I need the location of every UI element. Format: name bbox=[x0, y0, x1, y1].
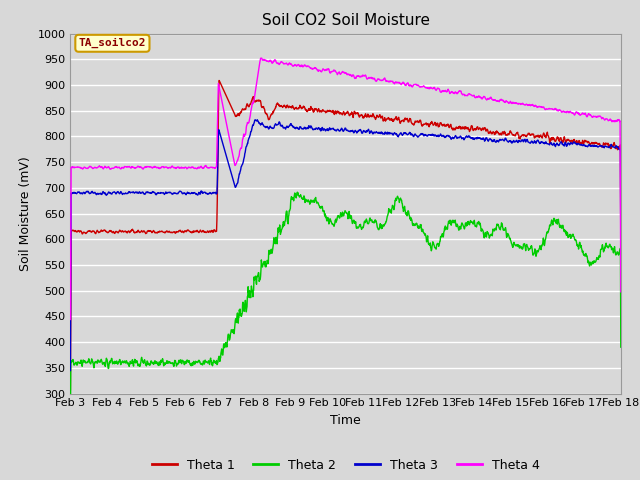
Y-axis label: Soil Moisture (mV): Soil Moisture (mV) bbox=[19, 156, 32, 271]
Title: Soil CO2 Soil Moisture: Soil CO2 Soil Moisture bbox=[262, 13, 429, 28]
Text: TA_soilco2: TA_soilco2 bbox=[79, 38, 146, 48]
X-axis label: Time: Time bbox=[330, 414, 361, 427]
Legend: Theta 1, Theta 2, Theta 3, Theta 4: Theta 1, Theta 2, Theta 3, Theta 4 bbox=[147, 454, 545, 477]
